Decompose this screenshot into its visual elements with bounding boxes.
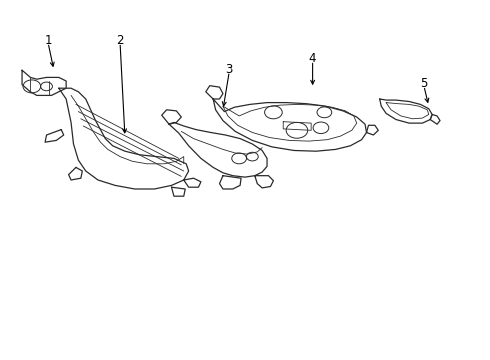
Text: 2: 2 [116, 34, 124, 47]
Text: 3: 3 [225, 63, 233, 76]
Text: 4: 4 [309, 52, 317, 65]
Text: 5: 5 [420, 77, 428, 90]
Text: 1: 1 [44, 34, 52, 47]
